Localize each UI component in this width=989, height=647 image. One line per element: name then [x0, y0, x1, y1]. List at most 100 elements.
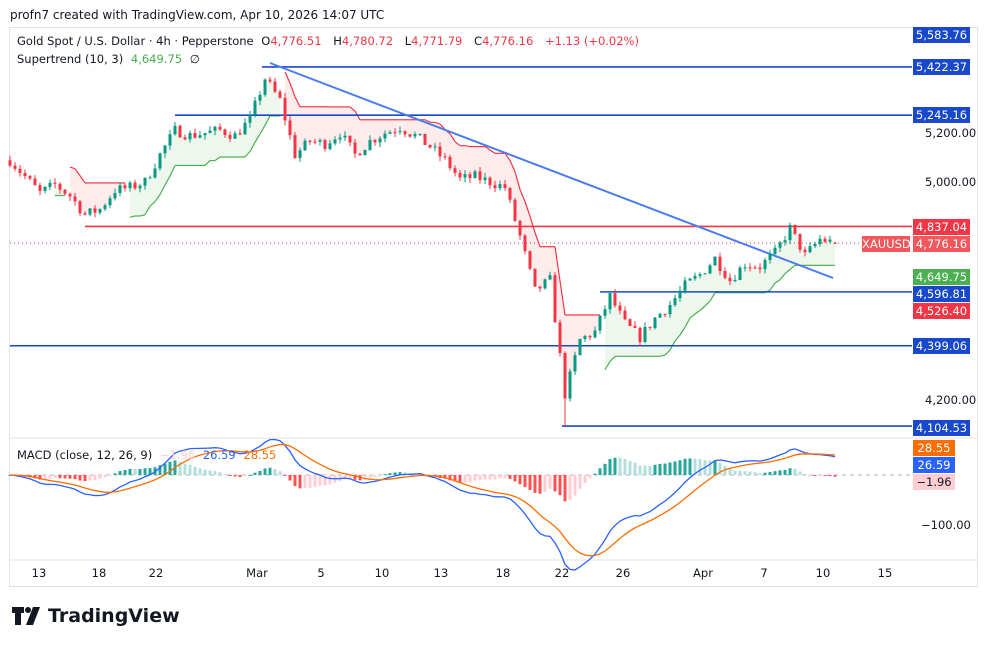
- supertrend-legend[interactable]: Supertrend (10, 3) 4,649.75 ∅: [17, 52, 204, 66]
- supertrend-line: [144, 205, 151, 215]
- supertrend-line: [769, 282, 776, 291]
- macd-histogram-bar: [88, 475, 92, 481]
- supertrend-line: [699, 305, 706, 311]
- macd-histogram-bar: [803, 473, 807, 475]
- macd-histogram-bar: [738, 470, 742, 475]
- candle-body: [143, 177, 147, 186]
- macd-histogram-bar: [543, 475, 547, 492]
- macd-histogram-bar: [783, 469, 787, 475]
- macd-histogram-bar: [388, 473, 392, 475]
- price-level-tag: 4,399.06: [913, 338, 970, 354]
- macd-histogram-bar: [483, 475, 487, 480]
- candle-body: [43, 186, 47, 191]
- macd-histogram-bar: [308, 475, 312, 488]
- macd-histogram-bar: [93, 475, 97, 481]
- supertrend-fill: [620, 308, 625, 357]
- candle-body: [113, 193, 117, 199]
- trendline: [269, 62, 834, 279]
- macd-histogram-bar: [823, 475, 827, 476]
- supertrend-fill: [200, 134, 205, 166]
- candle-body: [343, 135, 347, 138]
- macd-histogram-bar: [73, 475, 77, 480]
- macd-histogram-bar: [458, 475, 462, 483]
- candle-body: [498, 184, 502, 189]
- candle-body: [623, 310, 627, 320]
- candle-body: [713, 256, 717, 266]
- candle-body: [788, 224, 792, 241]
- macd-histogram-bar: [318, 475, 322, 486]
- candle-body: [353, 142, 357, 154]
- supertrend-line: [424, 119, 431, 123]
- supertrend-fill: [205, 131, 210, 166]
- macd-histogram-bar: [648, 465, 652, 475]
- candle-body: [508, 188, 512, 200]
- supertrend-fill: [495, 153, 500, 187]
- candle-body: [123, 185, 127, 189]
- supertrend-fill: [695, 274, 700, 314]
- candle-body: [573, 355, 577, 372]
- macd-histogram-bar: [498, 475, 502, 479]
- supertrend-fill: [720, 263, 725, 293]
- macd-histogram-bar: [548, 475, 552, 489]
- supertrend-fill: [475, 146, 480, 176]
- supertrend-fill: [795, 229, 800, 266]
- supertrend-fill: [400, 119, 405, 133]
- macd-histogram-bar: [688, 458, 692, 475]
- price-level-tag: 4,837.04: [913, 219, 970, 235]
- symbol-name: Gold Spot / U.S. Dollar · 4h · Peppersto…: [17, 34, 254, 48]
- candle-body: [183, 137, 187, 140]
- supertrend-fill: [145, 177, 150, 215]
- macd-value-tag: 26.59: [913, 457, 955, 473]
- candle-body: [688, 278, 692, 281]
- candle-body: [708, 265, 712, 274]
- macd-histogram-bar: [698, 459, 702, 475]
- candle-body: [18, 168, 22, 173]
- candle-body: [13, 165, 17, 169]
- supertrend-fill: [825, 240, 830, 266]
- candle-body: [128, 182, 132, 189]
- macd-histogram-bar: [708, 460, 712, 475]
- macd-histogram-bar: [478, 475, 482, 481]
- tradingview-logo[interactable]: TradingView: [12, 605, 180, 627]
- supertrend-fill: [615, 299, 620, 357]
- supertrend-line: [254, 133, 261, 143]
- supertrend-fill: [555, 246, 560, 338]
- candle-body: [243, 122, 247, 135]
- macd-histogram-bar: [148, 468, 152, 475]
- supertrend-fill: [730, 279, 735, 293]
- supertrend-line: [294, 96, 301, 108]
- candle-body: [363, 149, 367, 156]
- x-tick: 26: [615, 566, 631, 580]
- candle-body: [423, 133, 427, 145]
- candle-body: [33, 178, 37, 186]
- macd-legend[interactable]: MACD (close, 12, 26, 9) −1.96 26.59 28.5…: [17, 448, 280, 462]
- supertrend-line: [434, 121, 441, 125]
- attribution: profn7 created with TradingView.com, Apr…: [10, 8, 385, 22]
- candle-body: [368, 139, 372, 150]
- candle-body: [188, 133, 192, 140]
- supertrend-fill: [705, 269, 710, 307]
- candle-body: [833, 242, 837, 244]
- supertrend-line: [164, 175, 171, 186]
- supertrend-fill: [385, 119, 390, 137]
- macd-histogram-bar: [368, 475, 372, 478]
- macd-histogram-bar: [508, 475, 512, 479]
- supertrend-line: [779, 273, 786, 281]
- candle-body: [293, 135, 297, 159]
- candle-body: [538, 286, 542, 289]
- macd-histogram-bar: [643, 465, 647, 475]
- supertrend-line: [289, 82, 296, 98]
- macd-histogram-bar: [718, 462, 722, 475]
- x-tick: 10: [815, 566, 831, 580]
- supertrend-fill: [465, 145, 470, 177]
- supertrend-fill: [770, 250, 775, 291]
- supertrend-line: [169, 165, 176, 177]
- macd-histogram-bar: [528, 475, 532, 491]
- candle-body: [733, 279, 737, 282]
- supertrend-fill: [140, 181, 145, 216]
- candle-body: [333, 139, 337, 144]
- candle-body: [438, 146, 442, 157]
- macd-histogram-bar: [658, 463, 662, 475]
